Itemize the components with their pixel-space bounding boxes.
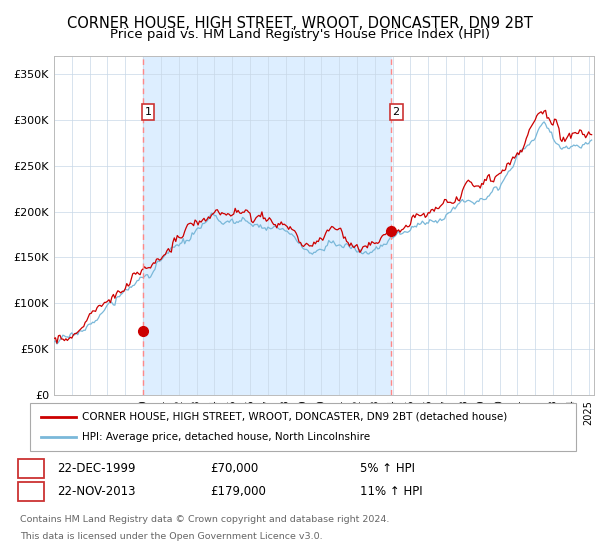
- Text: 1: 1: [28, 462, 35, 475]
- Text: CORNER HOUSE, HIGH STREET, WROOT, DONCASTER, DN9 2BT: CORNER HOUSE, HIGH STREET, WROOT, DONCAS…: [67, 16, 533, 31]
- Text: £179,000: £179,000: [210, 485, 266, 498]
- Text: 2: 2: [392, 107, 400, 117]
- Text: £70,000: £70,000: [210, 462, 258, 475]
- Bar: [143, 56, 391, 395]
- Text: 2: 2: [28, 485, 35, 498]
- Text: This data is licensed under the Open Government Licence v3.0.: This data is licensed under the Open Gov…: [20, 532, 322, 541]
- Text: 22-DEC-1999: 22-DEC-1999: [57, 462, 136, 475]
- Text: CORNER HOUSE, HIGH STREET, WROOT, DONCASTER, DN9 2BT (detached house): CORNER HOUSE, HIGH STREET, WROOT, DONCAS…: [82, 412, 507, 422]
- Text: Price paid vs. HM Land Registry's House Price Index (HPI): Price paid vs. HM Land Registry's House …: [110, 28, 490, 41]
- Text: 22-NOV-2013: 22-NOV-2013: [57, 485, 136, 498]
- Text: 1: 1: [145, 107, 151, 117]
- FancyBboxPatch shape: [18, 482, 44, 501]
- FancyBboxPatch shape: [30, 403, 576, 451]
- Text: HPI: Average price, detached house, North Lincolnshire: HPI: Average price, detached house, Nort…: [82, 432, 370, 442]
- Text: Contains HM Land Registry data © Crown copyright and database right 2024.: Contains HM Land Registry data © Crown c…: [20, 515, 389, 524]
- FancyBboxPatch shape: [18, 459, 44, 478]
- Text: 11% ↑ HPI: 11% ↑ HPI: [360, 485, 422, 498]
- Text: 5% ↑ HPI: 5% ↑ HPI: [360, 462, 415, 475]
